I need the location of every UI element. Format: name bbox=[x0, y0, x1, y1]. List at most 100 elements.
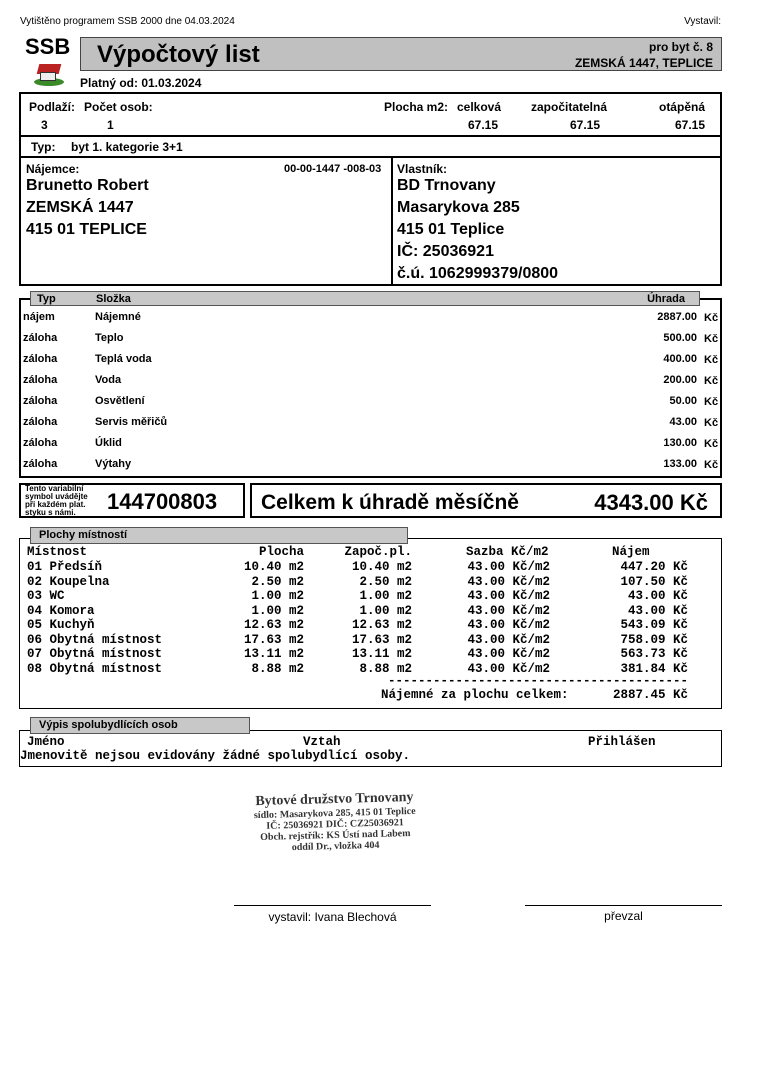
total-amount: 4343.00 Kč bbox=[594, 490, 708, 515]
room-rate: 43.00 Kč/m2 bbox=[467, 632, 550, 647]
owner-account: č.ú. 1062999379/0800 bbox=[397, 265, 559, 282]
header-rent: Nájem bbox=[612, 545, 650, 559]
room-rate: 43.00 Kč/m2 bbox=[467, 647, 550, 661]
floor-value: 3 bbox=[41, 118, 48, 132]
room-rent: 43.00 Kč bbox=[627, 589, 688, 603]
room-rate: 43.00 Kč/m2 bbox=[467, 589, 550, 603]
charge-currency: Kč bbox=[704, 375, 719, 387]
charge-amount: 130.00 bbox=[663, 437, 697, 449]
room-rent: 543.09 Kč bbox=[620, 618, 688, 632]
owner-city: 415 01 Teplice bbox=[397, 221, 505, 238]
charge-amount: 200.00 bbox=[663, 374, 697, 386]
room-rent: 107.50 Kč bbox=[620, 574, 688, 589]
charge-item: Nájemné bbox=[95, 311, 141, 323]
charge-currency: Kč bbox=[704, 396, 719, 408]
heated-area-value: 67.15 bbox=[674, 118, 705, 132]
charge-currency: Kč bbox=[704, 312, 719, 324]
room-name: 06 Obytná místnost bbox=[27, 632, 163, 647]
owner-label: Vlastník: bbox=[397, 162, 448, 176]
charge-item: Osvětlení bbox=[95, 395, 145, 407]
tenant-street: ZEMSKÁ 1447 bbox=[26, 199, 134, 216]
received-by: převzal bbox=[604, 909, 643, 923]
charge-type: nájem bbox=[23, 311, 55, 323]
issued-by: vystavil: Ivana Blechová bbox=[268, 910, 397, 924]
room-area: 2.50 m2 bbox=[251, 574, 304, 589]
persons-label: Počet osob: bbox=[84, 100, 153, 114]
tenant-name: Brunetto Robert bbox=[26, 177, 149, 194]
type-label: Typ: bbox=[31, 140, 56, 154]
header-item: Složka bbox=[96, 293, 131, 305]
header-room: Místnost bbox=[27, 545, 88, 559]
charges-box bbox=[19, 298, 722, 478]
room-rent: 563.73 Kč bbox=[620, 647, 688, 661]
charge-currency: Kč bbox=[704, 459, 719, 471]
room-name: 04 Komora bbox=[27, 603, 95, 618]
issuer-label: Vystavil: bbox=[684, 16, 721, 27]
type-row: Typ: byt 1. kategorie 3+1 bbox=[19, 135, 722, 158]
page-title: Výpočtový list bbox=[97, 41, 260, 68]
charge-type: záloha bbox=[23, 353, 58, 365]
heated-area-label: otápěná bbox=[658, 100, 705, 114]
room-area: 8.88 m2 bbox=[251, 661, 304, 676]
header-counted: Započ.pl. bbox=[344, 545, 412, 559]
charge-item: Teplá voda bbox=[95, 353, 152, 365]
persons-value: 1 bbox=[107, 118, 114, 132]
variable-symbol: 144700803 bbox=[107, 489, 218, 514]
charge-type: záloha bbox=[23, 437, 58, 449]
room-name: 08 Obytná místnost bbox=[27, 661, 163, 676]
total-label: Celkem k úhradě měsíčně bbox=[261, 491, 519, 514]
charge-type: záloha bbox=[23, 374, 58, 386]
room-counted: 12.63 m2 bbox=[351, 618, 412, 632]
room-area: 13.11 m2 bbox=[243, 647, 304, 661]
tenant-label: Nájemce: bbox=[26, 162, 80, 176]
cohab-header-name: Jméno bbox=[27, 735, 65, 749]
room-area: 17.63 m2 bbox=[243, 632, 304, 647]
vs-note: Tento variabilní symbol uvádějte při každé… bbox=[25, 484, 88, 517]
rooms-sum-label: Nájemné za plochu celkem: bbox=[381, 688, 569, 702]
cohab-title: Výpis spolubydlících osob bbox=[30, 717, 250, 734]
charge-amount: 500.00 bbox=[663, 332, 697, 344]
charges-header: Typ Složka Úhrada bbox=[30, 291, 700, 306]
charge-type: záloha bbox=[23, 395, 58, 407]
floor-label: Podlaží: bbox=[29, 100, 76, 114]
charge-currency: Kč bbox=[704, 438, 719, 450]
tenant-city: 415 01 TEPLICE bbox=[26, 221, 147, 238]
room-rent: 447.20 Kč bbox=[620, 560, 688, 574]
room-rate: 43.00 Kč/m2 bbox=[467, 661, 550, 676]
rooms-title: Plochy místností bbox=[30, 527, 408, 544]
header-rate: Sazba Kč/m2 bbox=[466, 545, 549, 559]
room-counted: 2.50 m2 bbox=[359, 574, 412, 589]
header-type: Typ bbox=[37, 293, 56, 305]
charge-item: Teplo bbox=[95, 332, 124, 344]
charge-currency: Kč bbox=[704, 333, 719, 345]
room-name: 03 WC bbox=[27, 589, 65, 603]
room-name: 01 Předsíň bbox=[27, 560, 103, 574]
print-info: Vytištěno programem SSB 2000 dne 04.03.2… bbox=[20, 16, 235, 27]
cohab-box: Jméno Vztah Přihlášen Jmenovitě nejsou e… bbox=[19, 730, 722, 767]
charge-item: Voda bbox=[95, 374, 122, 386]
room-name: 05 Kuchyň bbox=[27, 618, 95, 632]
valid-from: Platný od: 01.03.2024 bbox=[80, 76, 202, 90]
room-counted: 13.11 m2 bbox=[351, 647, 412, 661]
charge-amount: 43.00 bbox=[669, 416, 697, 428]
total-area-label: celková bbox=[457, 100, 502, 114]
room-rate: 43.00 Kč/m2 bbox=[467, 618, 550, 632]
unit-info-box: Podlaží: 3 Počet osob: 1 Plocha m2: celk… bbox=[19, 92, 722, 137]
header-area: Plocha bbox=[258, 545, 304, 559]
room-counted: 8.88 m2 bbox=[359, 661, 412, 676]
room-rent: 381.84 Kč bbox=[620, 661, 688, 676]
room-area: 1.00 m2 bbox=[251, 603, 304, 618]
ssb-logo: SSB bbox=[25, 34, 71, 59]
room-rate: 43.00 Kč/m2 bbox=[467, 560, 550, 574]
header-amount: Úhrada bbox=[647, 293, 685, 305]
charge-currency: Kč bbox=[704, 354, 719, 366]
charge-amount: 400.00 bbox=[663, 353, 697, 365]
room-rate: 43.00 Kč/m2 bbox=[467, 574, 550, 589]
charge-item: Úklid bbox=[95, 437, 122, 449]
owner-name: BD Trnovany bbox=[397, 177, 496, 194]
cohab-header-relation: Vztah bbox=[303, 735, 341, 749]
company-stamp: Bytové družstvo Trnovany sídlo: Masaryko… bbox=[253, 789, 416, 854]
room-area: 10.40 m2 bbox=[243, 560, 304, 574]
room-rent: 758.09 Kč bbox=[620, 632, 688, 647]
charge-amount: 2887.00 bbox=[657, 311, 697, 323]
